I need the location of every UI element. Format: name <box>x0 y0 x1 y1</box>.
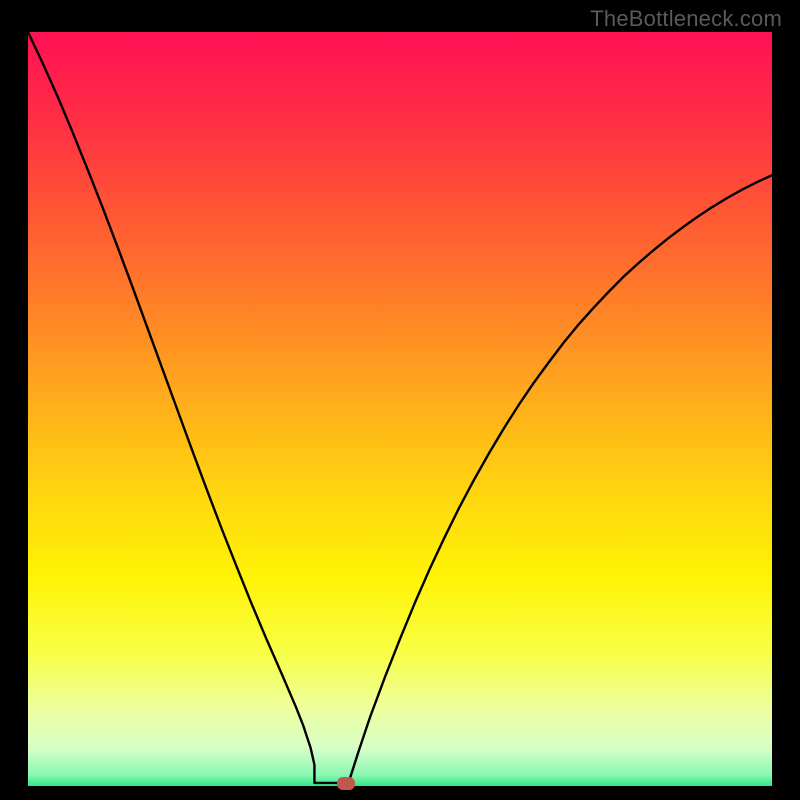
bottleneck-curve <box>28 32 772 786</box>
optimal-point-marker <box>337 777 355 790</box>
watermark-text: TheBottleneck.com <box>590 6 782 32</box>
chart-plot-area <box>28 32 772 786</box>
